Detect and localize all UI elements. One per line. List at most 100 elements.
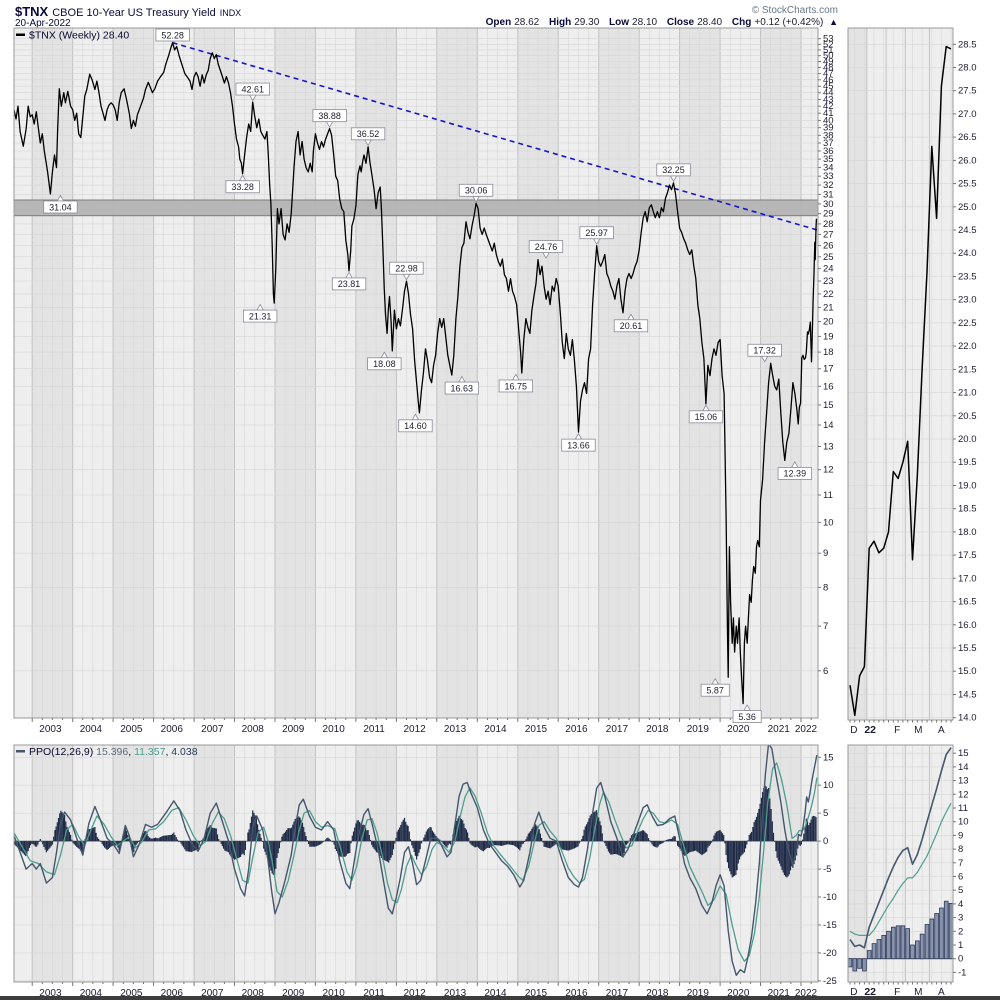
histogram-bar <box>317 841 319 846</box>
year-band <box>801 28 818 718</box>
histogram-bar <box>361 825 363 842</box>
histogram-bar <box>754 819 756 842</box>
low-value: 28.10 <box>632 17 658 28</box>
y-axis-label: 23.5 <box>958 271 977 282</box>
histogram-bar <box>709 841 711 845</box>
histogram-bar <box>232 841 234 859</box>
histogram-bar <box>161 836 163 842</box>
x-axis-month-label: M <box>914 987 922 998</box>
histogram-bar <box>649 840 651 842</box>
change-label: Chg <box>731 17 752 28</box>
histogram-bar <box>735 841 737 875</box>
histogram-bar <box>448 841 450 844</box>
histogram-bar <box>497 841 499 846</box>
histogram-bar <box>480 841 482 850</box>
histogram-bar <box>292 824 294 842</box>
histogram-bar <box>759 803 761 842</box>
price-zoom-inset: 28.5 28.0 27.5 27.0 26.5 26.0 25.5 25.0 24.5 24.0… <box>847 27 977 736</box>
histogram-bar <box>569 841 571 851</box>
histogram-bar <box>651 841 653 845</box>
histogram-bar <box>525 839 527 842</box>
histogram-bar <box>243 841 245 856</box>
histogram-bar <box>793 841 795 865</box>
y-axis-label: 7 <box>823 621 828 632</box>
histogram-bar <box>550 841 552 848</box>
histogram-bar <box>48 841 50 850</box>
histogram-bar <box>420 841 423 844</box>
annotation-value: 24.76 <box>535 242 558 252</box>
y-axis-label: 19 <box>823 331 834 342</box>
histogram-bar <box>411 841 413 846</box>
y-axis-label: 21.0 <box>958 388 977 399</box>
histogram-bar <box>769 798 771 842</box>
histogram-bar <box>711 841 713 843</box>
histogram-bar <box>332 841 334 842</box>
histogram-bar <box>537 826 539 842</box>
histogram-bar <box>372 841 374 848</box>
histogram-bar <box>700 841 702 855</box>
histogram-bar <box>49 841 51 848</box>
histogram-bar <box>281 836 283 842</box>
histogram-bar <box>641 830 643 842</box>
histogram-bar <box>249 823 251 842</box>
annotation-value: 20.61 <box>620 321 643 331</box>
histogram-bar <box>748 835 750 842</box>
histogram-bar <box>100 841 102 842</box>
histogram-bar <box>446 841 448 848</box>
histogram-bar <box>274 841 276 876</box>
histogram-bar <box>89 829 91 842</box>
histogram-bar <box>715 831 717 842</box>
histogram-bar <box>133 841 135 853</box>
histogram-bar <box>474 841 476 848</box>
histogram-bar <box>99 840 101 842</box>
histogram-bar <box>685 841 687 855</box>
histogram-bar <box>646 834 648 842</box>
histogram-bar <box>531 828 533 842</box>
y-axis-label: 25 <box>823 252 834 263</box>
histogram-bar <box>584 826 586 842</box>
y-axis-label: 49 <box>823 57 834 68</box>
histogram-bar <box>412 841 414 849</box>
histogram-bar <box>479 841 481 849</box>
histogram-bar <box>272 841 274 875</box>
annotation-callout: 21.31 <box>242 303 278 323</box>
y-axis-label: 6 <box>958 872 963 883</box>
histogram-bar <box>606 841 608 849</box>
y-axis-label: 41 <box>823 108 834 119</box>
histogram-bar <box>464 828 466 842</box>
histogram-bar <box>303 826 305 842</box>
price-zoom-line <box>849 45 952 717</box>
y-axis-label: 48 <box>823 62 834 73</box>
y-axis-label: 39 <box>823 123 834 134</box>
histogram-bar <box>329 839 331 842</box>
legend-line-swatch <box>16 33 25 36</box>
y-axis-label: 28.0 <box>958 62 977 73</box>
histogram-bar <box>66 826 68 842</box>
y-axis-label: 25.0 <box>958 202 977 213</box>
histogram-bar <box>758 808 760 842</box>
histogram-bar <box>345 841 347 856</box>
histogram-bar <box>179 841 181 842</box>
histogram-bar <box>939 907 944 960</box>
histogram-bar <box>669 838 671 842</box>
histogram-bar <box>578 841 580 844</box>
histogram-bar <box>298 816 300 842</box>
y-axis-label: 13 <box>958 776 969 787</box>
annotation-value: 15.06 <box>695 412 718 422</box>
histogram-bar <box>582 835 584 842</box>
histogram-bar <box>581 839 583 842</box>
histogram-bar <box>263 841 265 849</box>
x-axis-year-label: 2010 <box>323 988 346 999</box>
histogram-bar <box>679 841 681 849</box>
y-axis-label: 14 <box>823 420 834 431</box>
x-axis-month-label: F <box>894 725 900 736</box>
histogram-bar <box>674 836 676 842</box>
annotation-callout: 42.61 <box>235 82 270 102</box>
histogram-bar <box>848 958 853 968</box>
histogram-bar <box>593 812 595 842</box>
histogram-bar <box>383 841 385 860</box>
annotation-box <box>656 163 691 177</box>
y-axis-label: 23.0 <box>958 295 977 306</box>
histogram-bar <box>672 837 674 842</box>
histogram-bar <box>787 841 789 877</box>
